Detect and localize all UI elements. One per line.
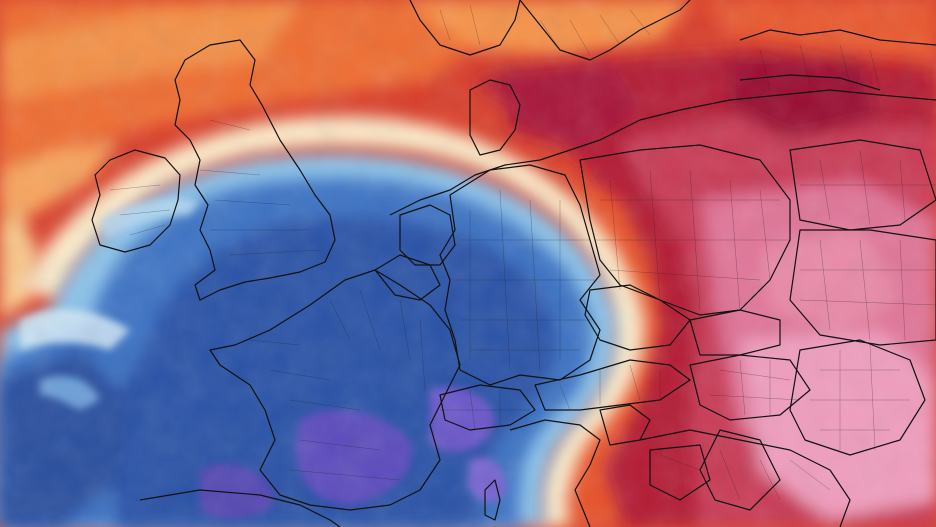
- sweden-coast: [519, 0, 691, 61]
- balkans-outline: [639, 429, 851, 527]
- france-outline: [209, 269, 461, 511]
- country-borders: [91, 0, 936, 527]
- norway-coast: [409, 0, 521, 56]
- switzerland-outline: [439, 384, 536, 431]
- great-britain-outline: [174, 39, 336, 301]
- netherlands-outline: [399, 204, 456, 266]
- germany-outline: [439, 164, 601, 386]
- baltic-coast: [739, 29, 936, 46]
- romania-outline: [789, 339, 926, 456]
- poland-outline: [579, 144, 791, 316]
- belarus-outline: [789, 139, 936, 231]
- belgium-outline: [374, 254, 441, 301]
- austria-outline: [534, 359, 691, 411]
- continent-coast: [389, 89, 936, 216]
- latvia-border: [739, 74, 881, 91]
- ukraine-outline: [789, 229, 936, 346]
- ireland-outline: [91, 149, 181, 253]
- bosnia-outline: [649, 444, 711, 501]
- regional-borders: [109, 4, 936, 501]
- hungary-outline: [689, 354, 811, 421]
- slovenia-croatia-outline: [599, 404, 651, 446]
- spain-outline: [139, 489, 341, 527]
- denmark-outline: [469, 79, 521, 156]
- italy-outline: [509, 419, 601, 527]
- czechia-outline: [584, 284, 691, 351]
- corsica-outline: [484, 479, 501, 521]
